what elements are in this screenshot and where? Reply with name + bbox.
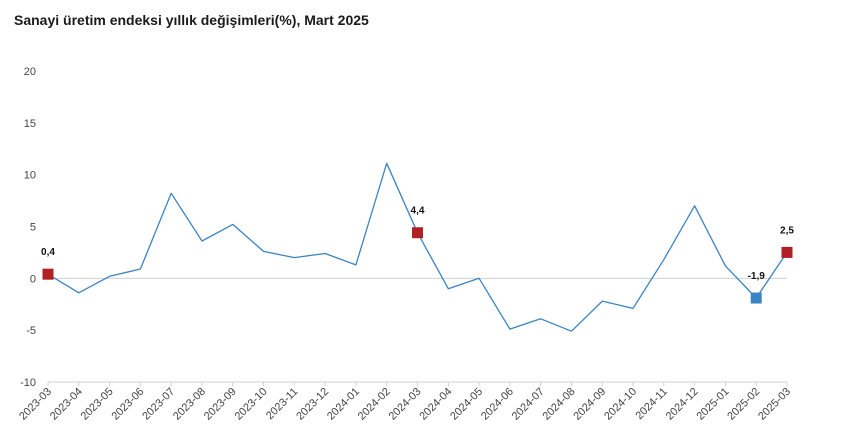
x-tick-label: 2024-07 <box>510 386 547 423</box>
x-tick-label: 2024-01 <box>325 386 362 423</box>
x-tick-label: 2024-08 <box>541 386 578 423</box>
data-label: 2,5 <box>780 225 794 236</box>
x-tick-label: 2025-02 <box>725 386 762 423</box>
x-axis: 2023-032023-042023-052023-062023-072023-… <box>17 277 793 423</box>
chart-title: Sanayi üretim endeksi yıllık değişimleri… <box>14 12 369 28</box>
series-line <box>47 162 788 332</box>
data-point-marker <box>781 246 793 258</box>
data-point-marker <box>750 292 762 304</box>
markers-group <box>42 227 793 304</box>
y-tick-label: 10 <box>24 170 36 182</box>
x-tick-label: 2024-10 <box>602 386 639 423</box>
x-tick-label: 2024-04 <box>417 386 454 423</box>
x-tick-label: 2023-06 <box>109 386 146 423</box>
x-tick-label: 2023-04 <box>48 386 85 423</box>
y-tick-label: 20 <box>24 66 36 78</box>
y-tick-label: 5 <box>30 222 36 234</box>
data-point-marker <box>412 227 423 239</box>
series-line-group <box>47 162 788 332</box>
x-tick-label: 2023-10 <box>233 386 270 423</box>
data-point-marker <box>42 268 54 280</box>
y-axis-ticks: 20 15 10 5 0 -5 -10 <box>20 66 36 389</box>
x-tick-label: 2023-03 <box>17 386 54 423</box>
data-label: 4,4 <box>411 206 425 217</box>
x-tick-label: 2023-07 <box>140 386 177 423</box>
x-tick-label: 2023-09 <box>202 386 239 423</box>
x-tick-label: 2023-05 <box>79 386 116 423</box>
x-tick-label: 2025-03 <box>756 386 793 423</box>
x-tick-label: 2024-05 <box>448 386 485 423</box>
x-tick-label: 2024-12 <box>664 386 701 423</box>
y-tick-label: 0 <box>30 273 36 285</box>
y-tick-label: -5 <box>26 325 36 337</box>
x-tick-label: 2024-11 <box>633 386 669 422</box>
data-label: -1,9 <box>748 271 766 282</box>
x-tick-label: 2024-03 <box>387 386 424 423</box>
x-tick-label: 2025-01 <box>695 386 732 423</box>
x-tick-label: 2024-09 <box>571 386 608 423</box>
data-label: 0,4 <box>41 247 55 258</box>
x-tick-label: 2023-12 <box>294 386 331 423</box>
data-labels-group: 0,4 4,4 -1,9 2,5 <box>41 206 794 282</box>
x-tick-label: 2023-11 <box>264 386 300 422</box>
x-tick-label: 2024-06 <box>479 386 516 423</box>
x-tick-label: 2023-08 <box>171 386 208 423</box>
x-tick-label: 2024-02 <box>356 386 393 423</box>
y-tick-label: 15 <box>24 118 36 130</box>
y-tick-label: -10 <box>20 377 36 389</box>
